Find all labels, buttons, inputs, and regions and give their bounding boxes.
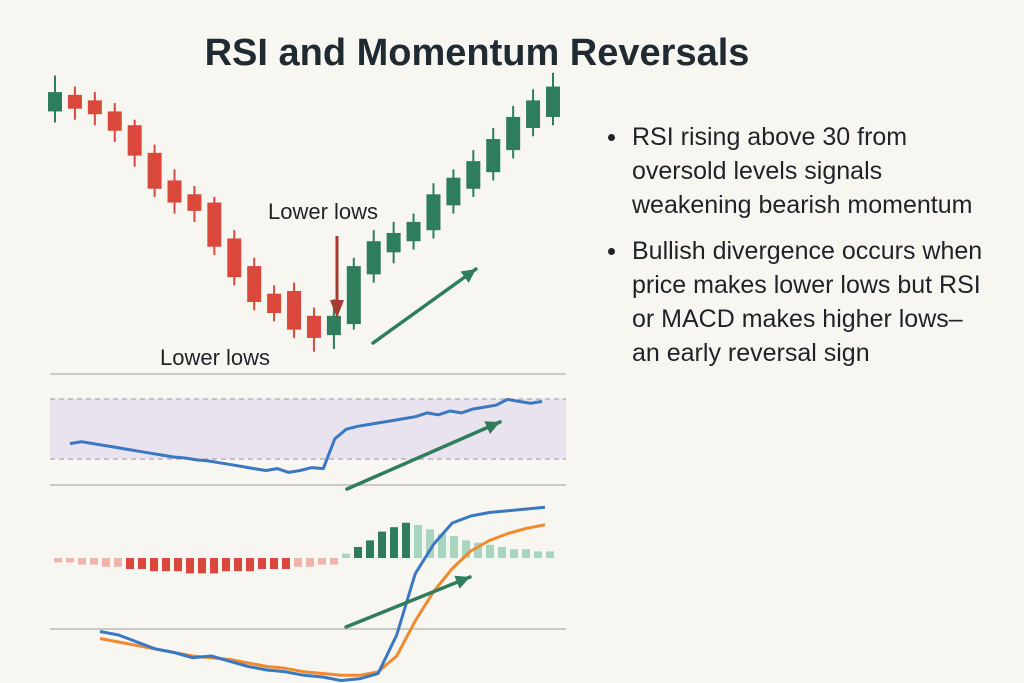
macd-histogram-bar: [366, 540, 374, 558]
bullish-candle: [506, 116, 521, 151]
bullish-candle: [386, 232, 401, 253]
bearish-candle: [306, 315, 321, 338]
macd-histogram-bar: [66, 558, 74, 563]
macd-histogram-bar: [474, 542, 482, 558]
bullet-item-divergence: Bullish divergence occurs when price mak…: [606, 234, 986, 370]
price-panel: [48, 72, 560, 352]
macd-histogram-bar: [486, 544, 494, 558]
macd-histogram-bar: [354, 547, 362, 558]
bearish-candle: [67, 94, 82, 109]
bearish-candle: [147, 152, 162, 189]
macd-histogram-bar: [162, 558, 170, 572]
bearish-candle: [247, 266, 262, 302]
bullish-candle: [446, 177, 461, 206]
macd-histogram-bar: [390, 527, 398, 558]
macd-histogram-bar: [462, 540, 470, 558]
macd-histogram-bar: [186, 558, 194, 574]
macd-histogram-bar: [450, 536, 458, 558]
bearish-candle: [287, 290, 302, 330]
bullish-candle: [366, 241, 381, 275]
macd-histogram-bar: [294, 558, 302, 567]
macd-line: [99, 505, 546, 682]
macd-signal-line: [99, 523, 546, 677]
rsi-up-arrow-head: [484, 421, 500, 435]
macd-up-arrow-head: [454, 575, 470, 589]
macd-histogram-bar: [78, 558, 86, 565]
macd-histogram-bar: [330, 558, 338, 565]
macd-histogram-bar: [522, 549, 530, 558]
macd-up-arrow-shaft: [344, 575, 472, 629]
macd-histogram-bar: [414, 525, 422, 558]
macd-histogram-bar: [246, 558, 254, 572]
bearish-candle: [207, 202, 222, 247]
macd-histogram-bar: [534, 551, 542, 558]
bullet-item-rsi: RSI rising above 30 from oversold levels…: [606, 120, 986, 222]
macd-histogram-bar: [282, 558, 290, 569]
annotation-lower-lows-upper: Lower lows: [268, 199, 378, 224]
macd-histogram-bar: [150, 558, 158, 572]
down-arrow-head: [330, 300, 344, 318]
macd-histogram-bar: [270, 558, 278, 569]
bullish-candle: [546, 86, 560, 117]
bullish-candle: [426, 194, 441, 231]
bearish-candle: [167, 180, 182, 203]
macd-histogram-bar: [198, 558, 206, 574]
macd-histogram-bar: [54, 558, 62, 563]
annotation-lower-lows-lower: Lower lows: [160, 345, 270, 370]
rsi-panel: [50, 373, 566, 491]
macd-histogram-bar: [546, 551, 554, 558]
bearish-candle: [227, 238, 242, 278]
bullish-candle: [466, 161, 481, 189]
bearish-candle: [267, 293, 282, 314]
bullish-candle: [326, 315, 341, 336]
macd-histogram-bar: [222, 558, 230, 572]
bearish-candle: [187, 194, 202, 211]
bullish-candle: [346, 266, 361, 325]
bullish-candle: [48, 92, 62, 112]
macd-histogram-bar: [210, 558, 218, 574]
bullish-candle: [526, 100, 541, 128]
macd-histogram-bar: [306, 558, 314, 567]
bearish-candle: [87, 100, 102, 115]
macd-histogram-bar: [234, 558, 242, 572]
price-up-arrow-head: [460, 269, 476, 283]
macd-histogram-bar: [174, 558, 182, 572]
macd-histogram-bar: [378, 531, 386, 558]
macd-histogram-bar: [342, 553, 350, 558]
bullish-candle: [406, 221, 421, 242]
macd-histogram-bar: [426, 529, 434, 558]
macd-histogram-bar: [402, 522, 410, 558]
macd-histogram-bar: [102, 558, 110, 567]
chart-canvas: Lower lows Lower lows: [48, 72, 566, 682]
rsi-line: [69, 397, 543, 474]
macd-panel: [50, 505, 566, 682]
macd-histogram-bar: [258, 558, 266, 569]
macd-histogram-bar: [438, 533, 446, 558]
macd-histogram-bar: [498, 547, 506, 558]
macd-histogram-bar: [126, 558, 134, 569]
macd-histogram-bar: [90, 558, 98, 565]
macd-histogram-bar: [138, 558, 146, 569]
bearish-candle: [127, 125, 142, 156]
rsi-up-arrow-shaft: [345, 420, 502, 491]
bearish-candle: [107, 111, 122, 131]
macd-histogram-bar: [318, 558, 326, 565]
chart-title: RSI and Momentum Reversals: [204, 32, 750, 74]
macd-histogram-bar: [114, 558, 122, 567]
price-up-arrow-shaft: [371, 267, 478, 345]
bullet-list: RSI rising above 30 from oversold levels…: [606, 120, 986, 382]
bullish-candle: [486, 139, 501, 173]
macd-histogram-bar: [510, 549, 518, 558]
